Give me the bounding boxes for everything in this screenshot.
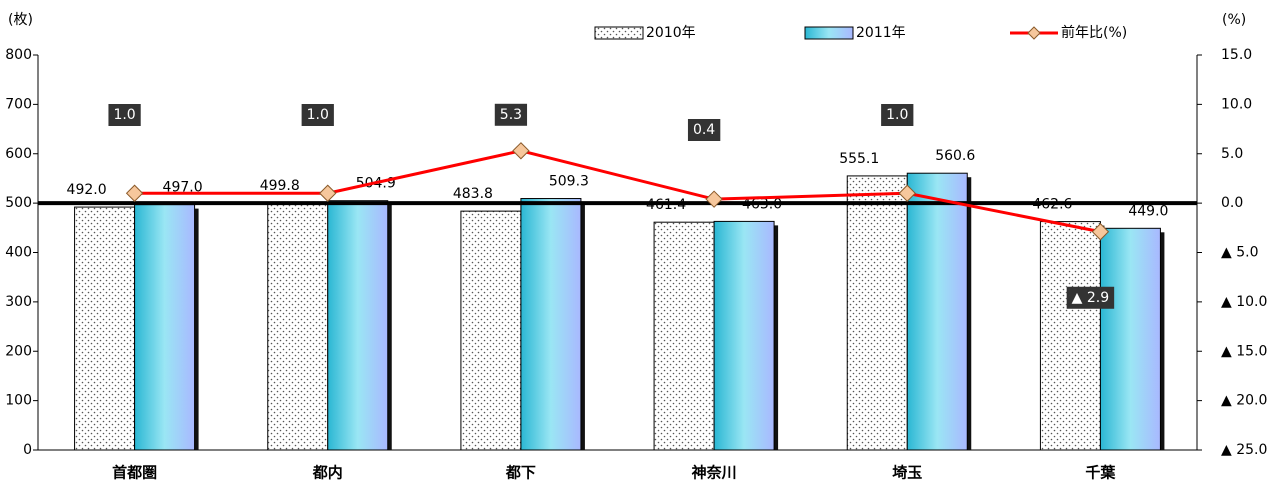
bar-value-label: 449.0 [1128,203,1168,219]
bar [520,198,582,451]
y-tick-label: 0 [23,442,32,458]
y2-tick-label: 5.0 [1221,146,1243,162]
bar [134,204,196,451]
line-value-text: 1.0 [113,107,135,123]
y2-unit: (%) [1222,12,1246,28]
line-value-label: 1.0 [881,104,914,126]
line-value-text: 5.3 [500,107,522,123]
line [134,149,1101,234]
y-unit: (枚) [8,12,33,28]
x-tick-label: 千葉 [1085,464,1116,482]
bar-value-label: 499.8 [260,178,300,194]
bar-value-label: 555.1 [839,151,879,167]
legend-swatch [594,26,644,40]
y-tick-label: 500 [5,195,32,211]
y-tick-label: 100 [5,393,32,409]
line-value-label: 1.0 [108,104,141,126]
bar [74,206,136,451]
bar [713,220,775,451]
y2-tick-label: ▲ 20.0 [1221,393,1267,409]
x-tick-label: 都下 [505,464,536,482]
legend-label: 2010年 [646,25,696,41]
line-value-label: 0.4 [687,119,721,141]
bar-value-label: 509.3 [549,174,589,190]
y2-tick-label: ▲ 5.0 [1221,245,1258,261]
x-tick-label: 首都圏 [112,464,157,482]
bar-value-label: 560.6 [935,148,975,164]
bar [653,221,715,451]
bar [1039,221,1101,451]
y2-tick-label: 0.0 [1221,195,1243,211]
y2-tick-label: ▲ 15.0 [1221,343,1267,359]
y2-tick-label: 10.0 [1221,96,1252,112]
marker [319,184,337,202]
marker [705,190,723,208]
y-tick-label: 400 [5,245,32,261]
y-tick-label: 200 [5,343,32,359]
y-tick-label: 700 [5,96,32,112]
legend-label: 2011年 [856,25,906,41]
y-tick-label: 300 [5,294,32,310]
label-box [494,103,528,126]
bar-value-label: 461.4 [646,197,686,213]
legend-marker [1027,26,1041,40]
label-box [108,104,141,126]
label-box [881,104,914,126]
y2-tick-label: ▲ 25.0 [1221,442,1267,458]
bar-value-label: 492.0 [67,182,107,198]
bar [267,202,329,451]
bar-value-label: 483.8 [453,186,493,202]
line-value-text: 0.4 [693,122,715,138]
bar [327,200,389,451]
y-tick-label: 800 [5,47,32,63]
line-value-text: ▲ 2.9 [1072,290,1109,306]
line-value-label: 1.0 [301,104,334,126]
bar-value-label: 497.0 [163,180,203,196]
marker [898,184,916,202]
bar [846,175,908,451]
y-tick-label: 600 [5,146,32,162]
line-value-text: 1.0 [307,107,329,123]
bar [906,172,968,451]
legend-label: 前年比(%) [1061,24,1127,41]
legend-swatch [804,26,854,40]
x-tick-label: 神奈川 [692,464,737,482]
y2-tick-label: ▲ 10.0 [1221,294,1267,310]
label-box [687,119,721,141]
line-value-label: ▲ 2.9 [1066,286,1115,309]
bar [460,210,522,451]
marker [512,142,530,160]
y2-tick-label: 15.0 [1221,47,1252,63]
bar [1099,227,1161,451]
line-value-text: 1.0 [886,107,908,123]
x-tick-label: 埼玉 [892,464,922,482]
label-box [1066,286,1115,309]
marker [125,184,144,202]
marker [1091,223,1110,241]
x-tick-label: 都内 [312,464,343,482]
label-box [301,104,334,126]
line-value-label: 5.3 [494,103,528,126]
